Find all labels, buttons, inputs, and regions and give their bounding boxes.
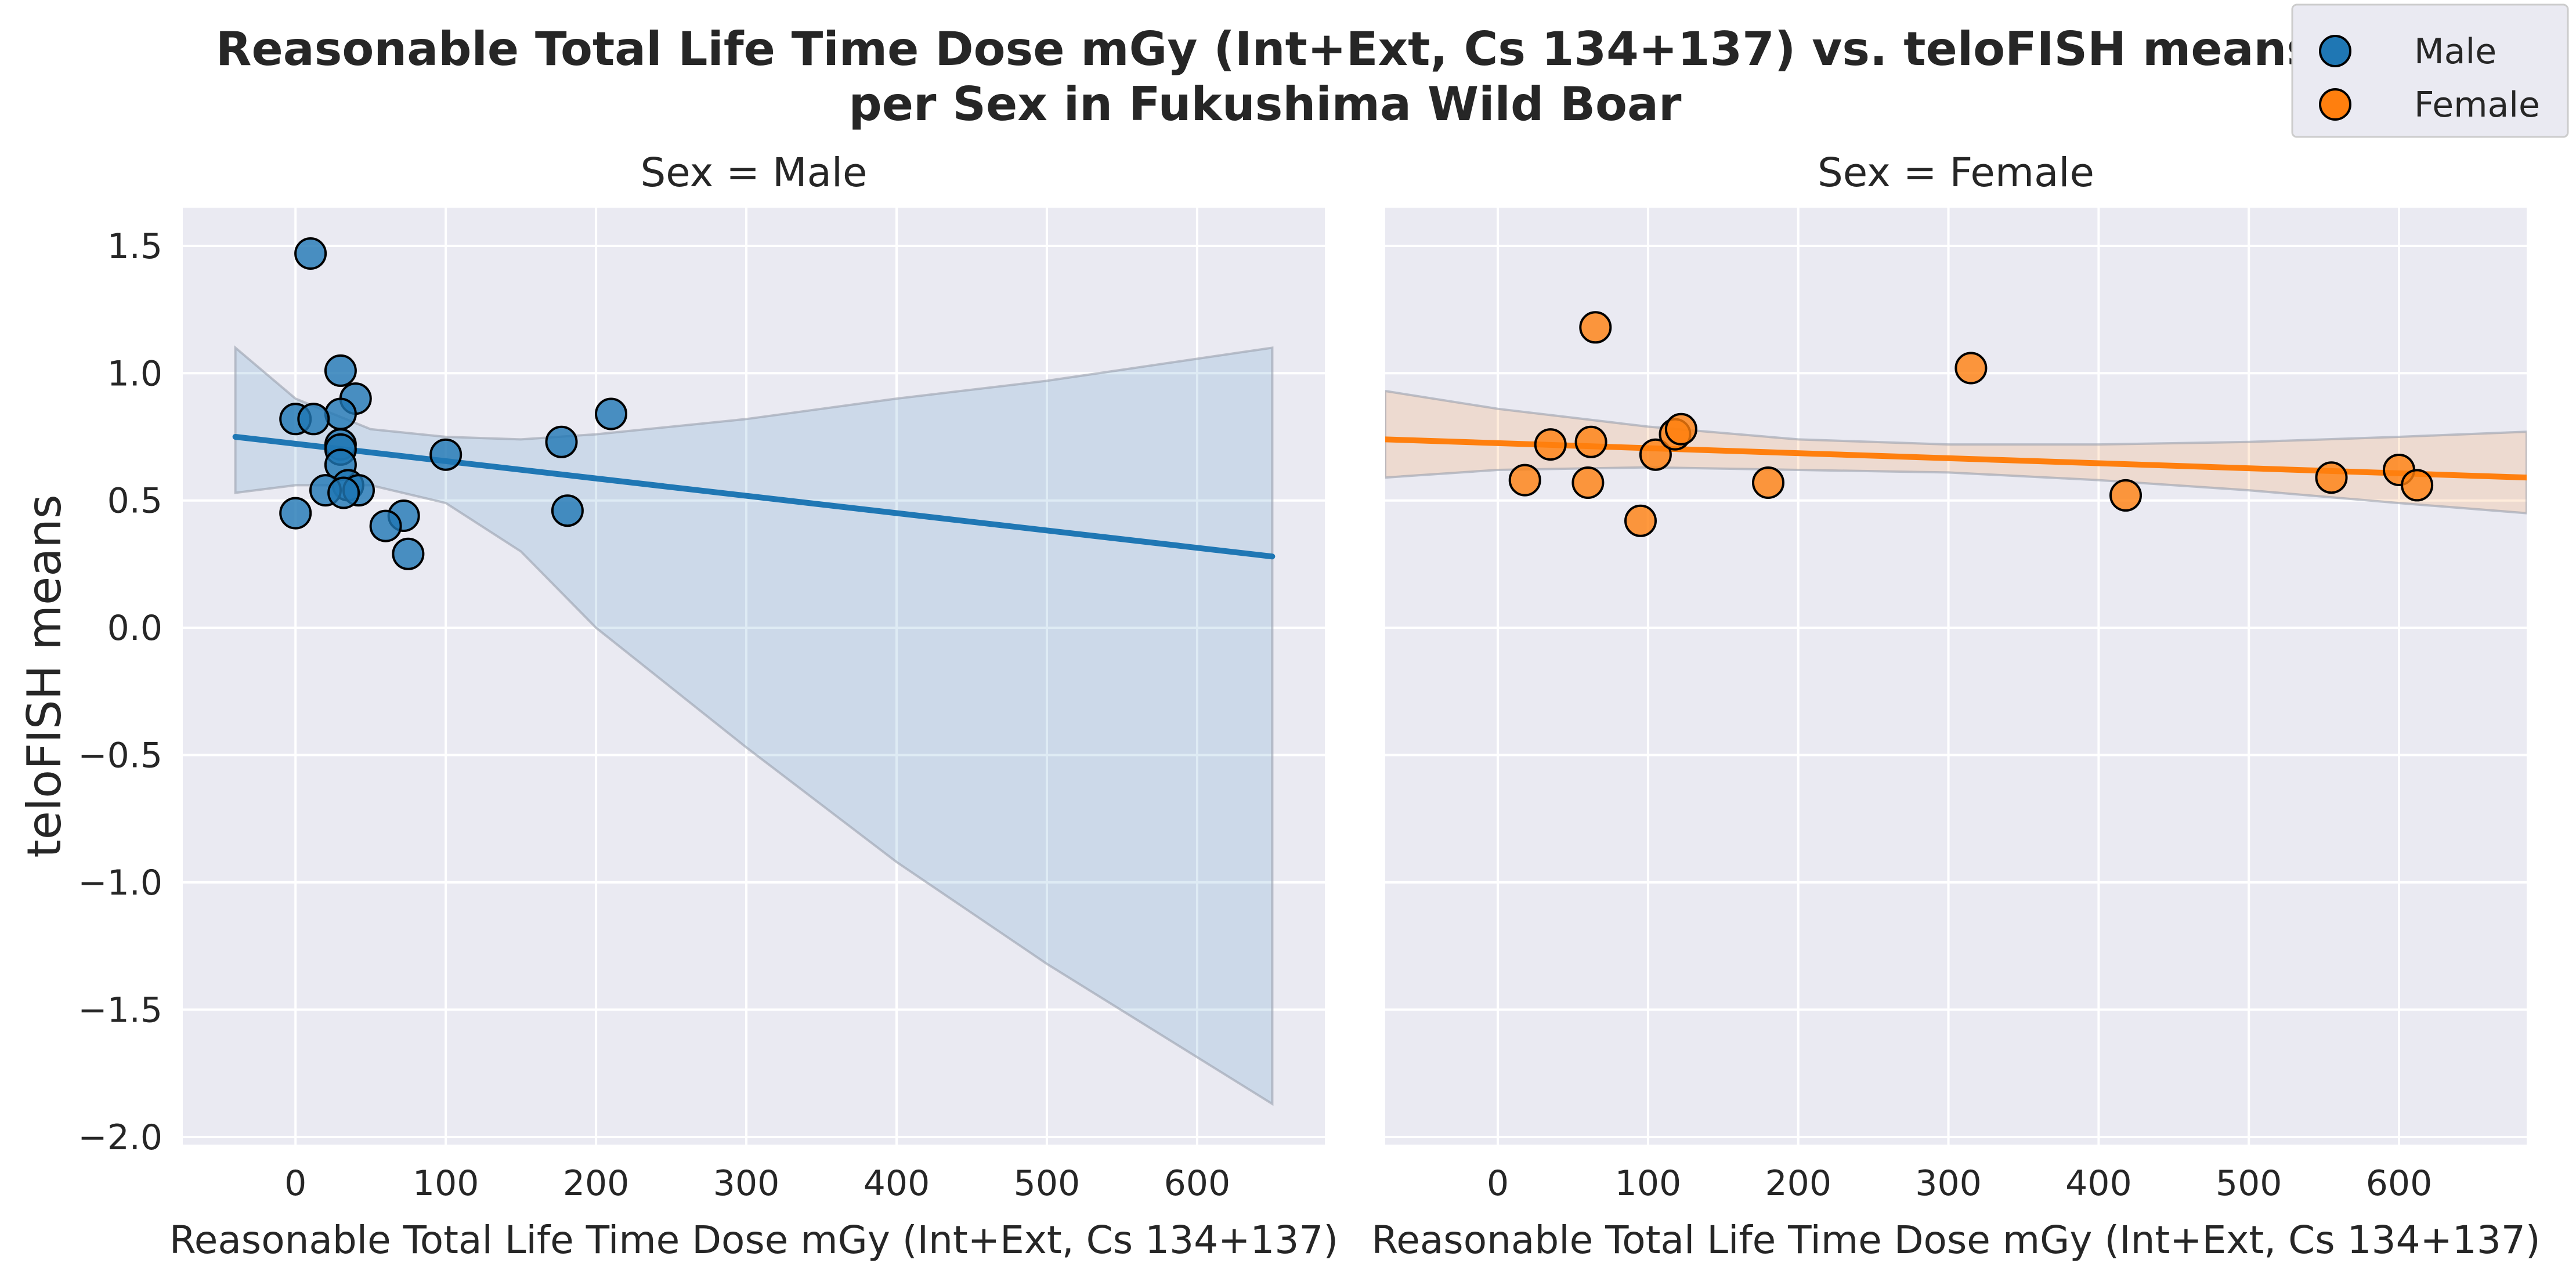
regression-line — [232, 433, 1276, 560]
x-tick-label: 500 — [2216, 1163, 2282, 1204]
data-point — [324, 397, 357, 430]
x-tick-label: 200 — [563, 1163, 630, 1204]
x-tick-label: 300 — [713, 1163, 780, 1204]
x-axis-label: Reasonable Total Life Time Dose mGy (Int… — [169, 1218, 1338, 1262]
data-point — [297, 403, 330, 436]
x-tick-label: 400 — [2065, 1163, 2132, 1204]
y-axis-label: teloFISH means — [17, 494, 71, 857]
figure-title-line-2: per Sex in Fukushima Wild Boar — [849, 77, 1682, 131]
data-point — [551, 494, 584, 527]
data-point — [327, 476, 360, 509]
legend-marker-female — [2319, 88, 2351, 121]
legend-label-female: Female — [2414, 85, 2540, 125]
legend-frame — [2291, 3, 2569, 138]
data-point — [1571, 466, 1605, 499]
panel-title: Sex = Female — [1818, 150, 2094, 196]
y-tick-label: −1.0 — [78, 863, 162, 903]
x-tick-label: 600 — [2366, 1163, 2433, 1204]
data-point — [294, 237, 327, 270]
data-point — [2109, 479, 2142, 512]
legend-label-male: Male — [2414, 31, 2496, 72]
data-point — [2315, 461, 2348, 494]
data-point — [1624, 504, 1657, 537]
y-tick-label: 1.5 — [107, 226, 162, 267]
y-tick-label: −0.5 — [78, 736, 162, 776]
x-tick-label: 100 — [413, 1163, 479, 1204]
x-tick-label: 0 — [1487, 1163, 1509, 1204]
x-tick-label: 200 — [1765, 1163, 1831, 1204]
data-point — [2401, 469, 2434, 502]
data-point — [1508, 464, 1541, 497]
data-point — [1752, 466, 1784, 499]
female-panel: 0 100 200 300 400 500 600 Sex = Female Reasonabl… — [1371, 150, 2540, 1262]
panel-title: Sex = Male — [641, 150, 868, 196]
y-tick-label: −2.0 — [78, 1117, 162, 1158]
data-point — [545, 425, 578, 458]
y-tick-label: 0.0 — [107, 608, 162, 649]
plot-background — [1385, 208, 2527, 1145]
y-tick-label: 1.0 — [107, 353, 162, 394]
x-tick-label: 300 — [1915, 1163, 1982, 1204]
data-point — [324, 354, 357, 387]
data-point — [392, 537, 425, 570]
x-tick-label: 500 — [1014, 1163, 1081, 1204]
legend: Male Female — [2291, 3, 2569, 138]
male-panel: 1.5 1.0 0.5 0.0 −0.5 −1.0 −1.5 −2.0 0 100 200 300 40… — [17, 150, 1338, 1262]
plot-background — [183, 208, 1325, 1145]
x-tick-label: 400 — [864, 1163, 930, 1204]
x-tick-label: 100 — [1615, 1163, 1682, 1204]
data-point — [369, 509, 402, 542]
y-tick-label: 0.5 — [107, 481, 162, 522]
x-tick-label: 0 — [284, 1163, 306, 1204]
data-point — [1574, 425, 1607, 458]
data-point — [1954, 352, 1988, 385]
data-point — [1534, 428, 1567, 461]
data-point — [1664, 412, 1697, 446]
data-point — [279, 497, 312, 530]
data-point — [1639, 438, 1672, 471]
confidence-band — [234, 345, 1274, 1106]
x-axis-label: Reasonable Total Life Time Dose mGy (Int… — [1371, 1218, 2540, 1262]
x-tick-label: 600 — [1164, 1163, 1231, 1204]
legend-marker-male — [2319, 35, 2351, 67]
data-point — [1579, 311, 1612, 344]
figure-title-line-1: Reasonable Total Life Time Dose mGy (Int… — [216, 22, 2314, 76]
y-tick-label: −1.5 — [78, 990, 162, 1030]
data-point — [429, 438, 463, 471]
data-point — [595, 397, 627, 430]
